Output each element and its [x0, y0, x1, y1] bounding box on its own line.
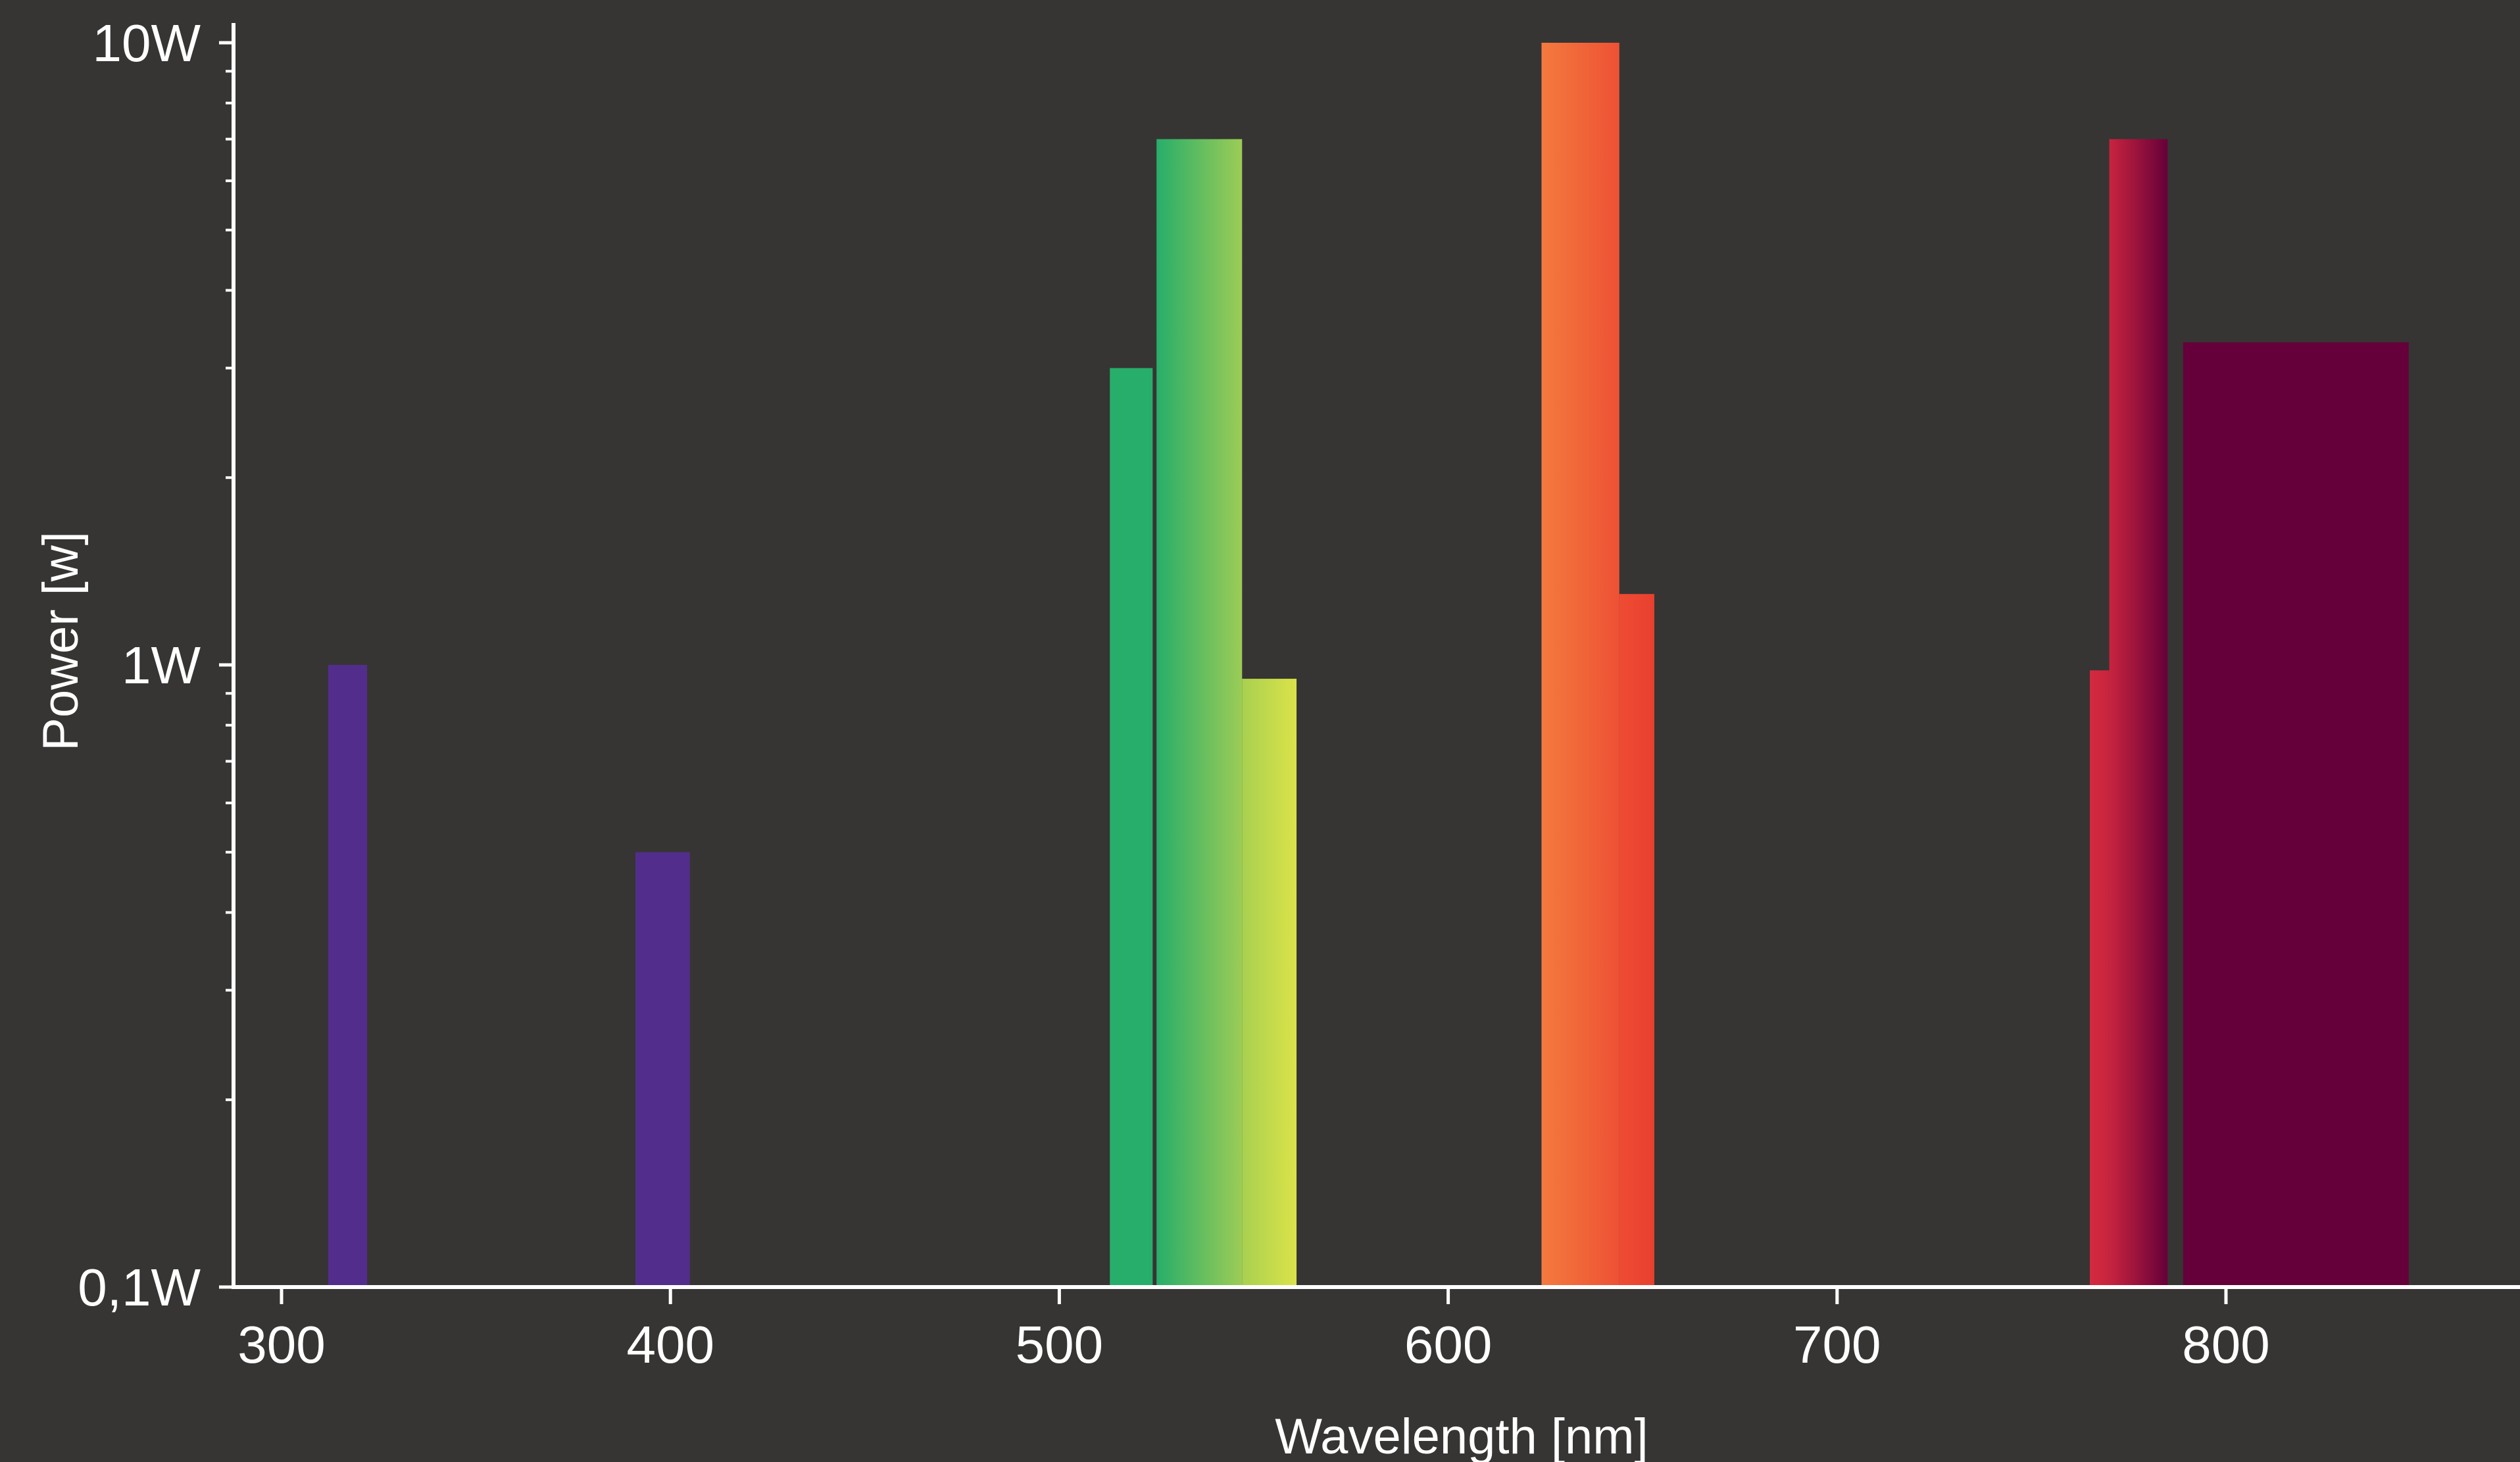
y-tick-label: 0,1W: [78, 1258, 201, 1317]
y-tick-label: 1W: [122, 636, 201, 694]
bar-770-785: [2109, 139, 2168, 1288]
x-tick-label: 300: [237, 1315, 325, 1374]
y-tick-label: 10W: [93, 14, 201, 72]
bar-391-405: [635, 852, 690, 1287]
x-tick-label: 800: [2182, 1315, 2269, 1374]
bars-layer: [328, 43, 2409, 1288]
x-tick-label: 700: [1793, 1315, 1881, 1374]
x-tick-label: 600: [1404, 1315, 1492, 1374]
x-tick-label: 400: [626, 1315, 714, 1374]
y-axis-title: Power [w]: [33, 531, 89, 751]
x-axis-title: Wavelength [nm]: [1275, 1409, 1648, 1462]
bar-513-524: [1110, 368, 1153, 1287]
bar-765-770: [2090, 670, 2110, 1287]
bar-624-644: [1541, 43, 1619, 1287]
ticks-layer: 0,1W 1W 10W 300 400 500 600 700 800: [78, 14, 2269, 1374]
bar-547-561: [1242, 679, 1297, 1287]
bar-644-653: [1619, 594, 1654, 1287]
bar-525-547: [1156, 139, 1243, 1288]
bar-312-322: [328, 665, 368, 1287]
bar-789-847: [2183, 342, 2409, 1287]
axes-layer: [232, 23, 2520, 1289]
x-tick-label: 500: [1016, 1315, 1103, 1374]
